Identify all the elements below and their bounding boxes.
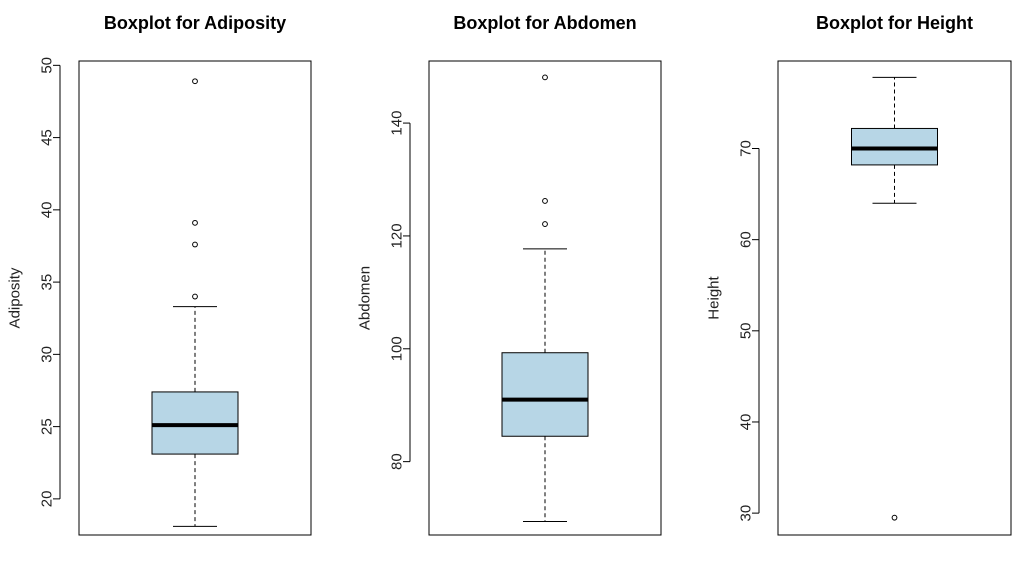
- y-tick-label: 140: [389, 111, 406, 136]
- y-tick-label: 25: [39, 418, 56, 435]
- y-tick-label: 120: [389, 223, 406, 248]
- y-tick-label: 30: [738, 505, 755, 522]
- chart-title: Boxplot for Adiposity: [104, 13, 286, 33]
- y-tick-label: 30: [39, 346, 56, 363]
- y-axis-label: Height: [706, 275, 723, 319]
- y-tick-label: 40: [738, 414, 755, 431]
- plot-frame: [78, 60, 312, 536]
- iqr-box: [151, 391, 239, 455]
- chart-title: Boxplot for Height: [816, 13, 973, 33]
- outlier-point: [192, 78, 198, 85]
- outlier-point: [891, 514, 898, 521]
- outlier-point: [542, 74, 548, 81]
- y-tick-label: 60: [738, 231, 755, 248]
- y-tick-label: 35: [39, 274, 56, 291]
- y-tick-label: 100: [389, 336, 406, 361]
- outlier-point: [192, 219, 198, 226]
- outlier-point: [542, 198, 548, 204]
- plot-frame: [777, 60, 1012, 536]
- outlier-point: [192, 241, 198, 248]
- y-axis-label: Abdomen: [357, 266, 374, 330]
- y-tick-label: 20: [39, 491, 56, 508]
- iqr-box: [501, 352, 589, 437]
- y-tick-label: 80: [389, 453, 406, 470]
- y-tick-label: 45: [39, 129, 56, 146]
- chart-title: Boxplot for Abdomen: [453, 13, 636, 33]
- y-tick-label: 40: [39, 202, 56, 219]
- plot-frame: [428, 60, 662, 536]
- y-tick-label: 70: [738, 140, 755, 157]
- y-tick-label: 50: [738, 322, 755, 339]
- y-tick-label: 50: [39, 57, 56, 74]
- outlier-point: [192, 293, 198, 300]
- y-axis-label: Adiposity: [7, 267, 24, 328]
- outlier-point: [542, 221, 548, 227]
